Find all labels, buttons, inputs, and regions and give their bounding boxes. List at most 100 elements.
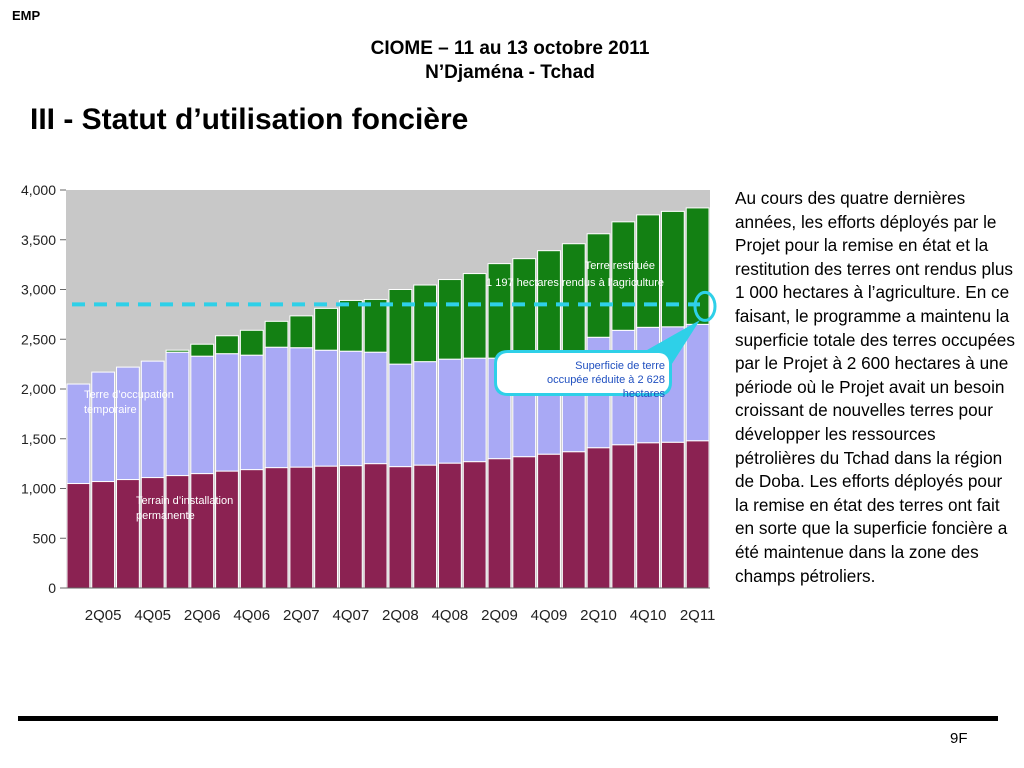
bar-segment-2 <box>165 351 190 477</box>
bar-segment-3 <box>388 289 413 365</box>
x-tick-label: 2Q10 <box>580 607 617 624</box>
bar-segment-3 <box>685 207 710 325</box>
bar-segment-1 <box>190 473 215 589</box>
bar-segment-1 <box>91 481 116 589</box>
bar-segment-3 <box>190 343 215 357</box>
corner-label: EMP <box>12 8 41 23</box>
x-tick-label: 2Q09 <box>481 607 518 624</box>
x-tick-label: 2Q08 <box>382 607 419 624</box>
x-tick-label: 2Q11 <box>680 607 716 624</box>
y-tick-label: 4,000 <box>21 182 56 198</box>
callout-inner <box>497 353 669 393</box>
bar-segment-1 <box>338 465 363 589</box>
bar-segment-3 <box>512 258 537 359</box>
page-number: 9F <box>950 730 968 747</box>
bar-segment-3 <box>413 284 438 363</box>
annotation-reduced: hectares <box>623 388 666 400</box>
bar-segment-2 <box>239 354 264 471</box>
bar-segment-1 <box>636 442 660 589</box>
bar-segment-2 <box>140 360 165 479</box>
annotation-permanent: Terrain d’installation <box>136 495 233 507</box>
bar-segment-1 <box>289 466 314 589</box>
x-tick-label: 2Q07 <box>283 607 320 624</box>
bar-segment-2 <box>438 358 462 464</box>
slide-title: III - Statut d’utilisation foncière <box>30 103 469 136</box>
land-use-chart: 0 500 1,000 1,500 2,000 2,500 3,000 3,500 4,000 2… <box>21 182 717 624</box>
annotation-restored: Terre restituée <box>585 260 655 272</box>
bar-segment-2 <box>190 355 215 475</box>
bar-segment-3 <box>636 214 660 328</box>
bar-segment-3 <box>462 273 487 359</box>
bar-segment-3 <box>165 349 190 353</box>
bar-segment-1 <box>685 440 710 589</box>
bar-segment-1 <box>215 470 239 589</box>
bar-segment-2 <box>685 323 710 442</box>
y-tick-label: 0 <box>48 580 56 596</box>
bar-segment-1 <box>611 444 636 589</box>
bar-segment-3 <box>314 307 338 351</box>
bar-segment-1 <box>66 483 91 589</box>
y-tick-label: 3,000 <box>21 282 56 298</box>
x-tick-label: 4Q08 <box>432 607 469 624</box>
bar-segment-2 <box>264 346 289 469</box>
bar-segment-2 <box>338 350 363 467</box>
bar-segment-2 <box>116 366 140 481</box>
bar-segment-3 <box>338 299 363 352</box>
annotation-permanent: permanente <box>136 510 195 522</box>
bar-segment-1 <box>537 453 561 589</box>
x-tick-label: 2Q05 <box>85 607 122 624</box>
bar-segment-1 <box>363 463 388 589</box>
highlight-circle <box>693 290 717 322</box>
bar-segment-1 <box>239 469 264 589</box>
bar-segment-2 <box>314 349 338 467</box>
bar-segment-3 <box>215 335 239 355</box>
x-tick-label: 4Q07 <box>332 607 369 624</box>
bar-segment-2 <box>363 351 388 465</box>
annotation-temporary: Terre d’occupation <box>84 389 174 401</box>
bar-segment-1 <box>388 466 413 589</box>
bar-segment-2 <box>66 383 91 485</box>
y-tick-label: 500 <box>33 530 57 546</box>
bar-segment-3 <box>660 210 685 328</box>
footer-divider <box>18 716 998 721</box>
x-tick-label: 2Q06 <box>184 607 221 624</box>
bar-segment-2 <box>289 347 314 468</box>
bar-segment-3 <box>363 298 388 353</box>
bar-segment-3 <box>289 315 314 349</box>
bar-segment-1 <box>438 462 462 589</box>
bar-segment-3 <box>586 233 611 338</box>
annotation-reduced: Superficie de terre <box>575 360 665 372</box>
bar-segment-1 <box>165 475 190 589</box>
bar-segment-2 <box>215 353 239 472</box>
bar-segment-2 <box>413 361 438 466</box>
bar-segment-1 <box>264 467 289 589</box>
y-tick-label: 1,000 <box>21 481 56 497</box>
description-paragraph: Au cours des quatre dernières années, le… <box>735 188 1015 586</box>
bar-segment-1 <box>462 461 487 589</box>
annotation-reduced: occupée réduite à 2 628 <box>547 374 665 386</box>
header-line-2: N’Djaména - Tchad <box>425 62 595 83</box>
bar-segment-2 <box>91 371 116 483</box>
bar-segment-1 <box>487 458 512 589</box>
y-tick-label: 2,500 <box>21 331 56 347</box>
bar-segment-1 <box>586 447 611 589</box>
annotation-temporary: temporaire <box>84 404 137 416</box>
bar-segment-2 <box>388 363 413 468</box>
bar-segment-3 <box>561 243 586 356</box>
bar-segment-3 <box>438 279 462 360</box>
bar-segment-2 <box>462 357 487 463</box>
x-tick-label: 4Q10 <box>630 607 667 624</box>
header-line-1: CIOME – 11 au 13 octobre 2011 <box>370 38 650 59</box>
x-tick-label: 4Q09 <box>531 607 568 624</box>
bar-segment-1 <box>512 456 537 589</box>
annotation-restored: 1 197 hectares rendus à l’agriculture <box>486 277 664 289</box>
bar-segment-1 <box>660 441 685 589</box>
y-tick-label: 2,000 <box>21 381 56 397</box>
y-tick-label: 3,500 <box>21 232 56 248</box>
y-tick-label: 1,500 <box>21 431 56 447</box>
bar-segment-1 <box>314 465 338 589</box>
bar-segment-3 <box>239 329 264 356</box>
bar-segment-3 <box>264 320 289 348</box>
bar-segment-1 <box>413 464 438 589</box>
bar-segment-1 <box>561 451 586 589</box>
